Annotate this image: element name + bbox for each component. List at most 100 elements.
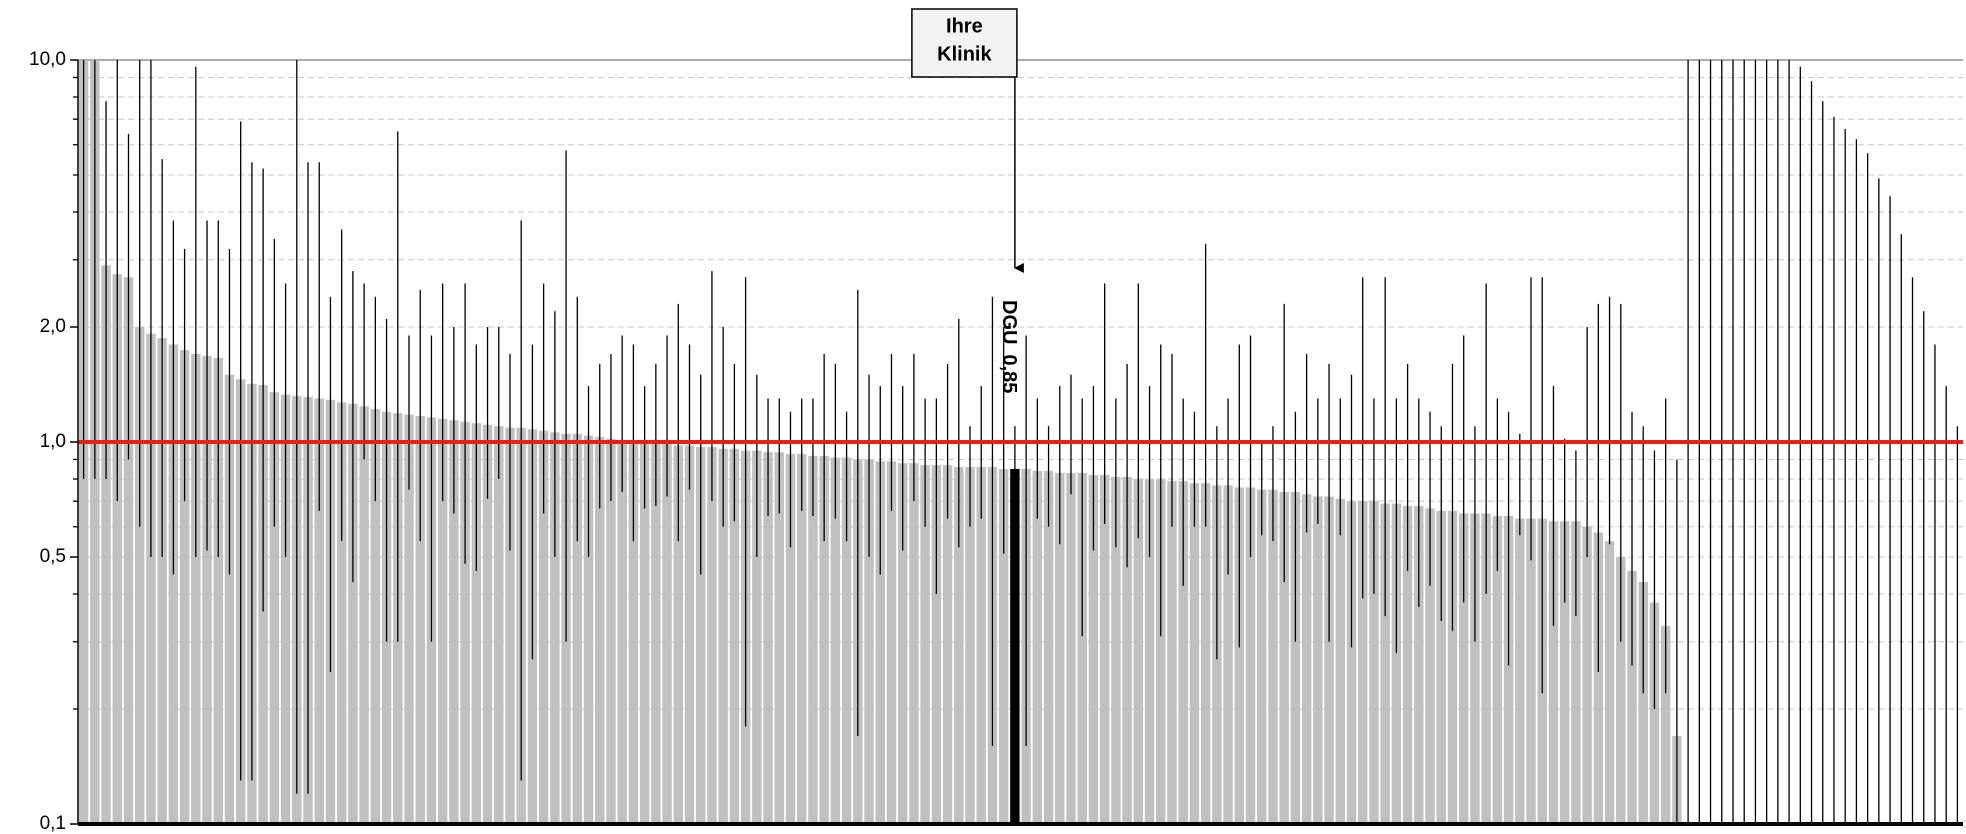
y-tick-label: 0,5	[40, 546, 66, 567]
bar	[796, 454, 807, 824]
bar	[1066, 472, 1076, 824]
bar	[314, 398, 324, 824]
bar	[572, 433, 583, 824]
bar	[269, 392, 280, 824]
bar	[1111, 476, 1121, 824]
bar	[1200, 483, 1211, 824]
bar	[101, 265, 111, 824]
bar	[819, 455, 829, 824]
bar	[1324, 496, 1334, 824]
bar	[707, 447, 717, 824]
bar	[1582, 526, 1592, 824]
bar	[673, 445, 683, 824]
bar	[1492, 516, 1503, 824]
bar	[718, 448, 728, 824]
y-tick-label: 1,0	[40, 431, 66, 452]
bar	[808, 455, 818, 824]
bar	[662, 443, 672, 824]
bar	[359, 406, 369, 824]
bar	[617, 440, 627, 824]
bar	[415, 415, 425, 824]
bar	[1559, 521, 1570, 824]
bar	[920, 465, 930, 824]
bar	[538, 430, 549, 824]
bar	[1257, 489, 1267, 824]
annotation-text: Ihre	[946, 15, 983, 37]
bar	[785, 454, 796, 824]
bar	[1043, 470, 1054, 824]
bar	[729, 448, 740, 824]
bar	[1122, 476, 1132, 824]
bar	[1503, 516, 1514, 824]
bar	[595, 437, 605, 824]
bar	[1088, 474, 1099, 824]
bar	[471, 423, 482, 824]
bar	[954, 467, 964, 824]
highlight-label: DGU 0,85	[998, 300, 1020, 393]
bar	[123, 277, 134, 824]
bar	[965, 467, 975, 824]
bar	[1660, 625, 1671, 824]
axes: 0,1 0,5 1,0 2,0 10,0 DGU 0,85 Ihre Klinik	[29, 8, 1963, 834]
bar	[1189, 483, 1200, 824]
bar	[1604, 541, 1615, 824]
bar	[1649, 602, 1660, 824]
bar	[1470, 513, 1480, 824]
bar	[1436, 510, 1446, 824]
bar	[1301, 494, 1312, 824]
y-tick-label: 0,1	[40, 813, 66, 834]
bar	[1616, 556, 1626, 824]
bar	[1133, 479, 1144, 824]
bar	[909, 463, 919, 824]
bar	[628, 442, 639, 824]
bar	[505, 427, 515, 824]
bar	[1593, 532, 1604, 824]
bar	[864, 459, 874, 824]
annotation-box	[911, 8, 1018, 78]
bar	[370, 409, 381, 824]
bar	[437, 418, 448, 824]
bar	[1571, 521, 1581, 824]
bar	[1548, 521, 1559, 824]
bar	[1380, 503, 1390, 824]
bar	[1268, 489, 1278, 824]
bar	[1638, 582, 1648, 824]
bar	[146, 333, 156, 824]
bar	[494, 426, 504, 824]
bar	[696, 447, 706, 824]
bar	[998, 468, 1009, 824]
bar	[1627, 570, 1637, 824]
bar	[606, 438, 616, 824]
bar	[897, 463, 908, 824]
bar	[875, 461, 885, 824]
bar	[1414, 505, 1424, 824]
bar	[976, 467, 986, 824]
bar	[752, 450, 762, 824]
y-tick-label: 10,0	[29, 49, 66, 70]
bar	[1156, 479, 1166, 824]
annotation-text: Klinik	[937, 43, 992, 65]
bar	[1234, 487, 1245, 824]
bar	[191, 353, 201, 824]
bar	[1178, 481, 1188, 824]
bar	[763, 452, 773, 824]
bar	[1391, 503, 1402, 824]
bar	[1526, 518, 1536, 824]
bar	[179, 350, 190, 824]
bar	[1245, 487, 1256, 824]
highlight-bar	[1010, 468, 1020, 824]
bar	[684, 445, 695, 824]
bar	[112, 274, 122, 824]
bar	[1425, 508, 1435, 824]
bar	[774, 452, 784, 824]
bar	[213, 357, 223, 824]
bar	[134, 327, 145, 824]
bar	[1369, 501, 1379, 824]
bar	[886, 461, 897, 824]
highlight-name: DGU	[998, 300, 1020, 344]
bar	[280, 394, 291, 824]
bar	[404, 414, 414, 824]
bar	[1032, 470, 1043, 824]
